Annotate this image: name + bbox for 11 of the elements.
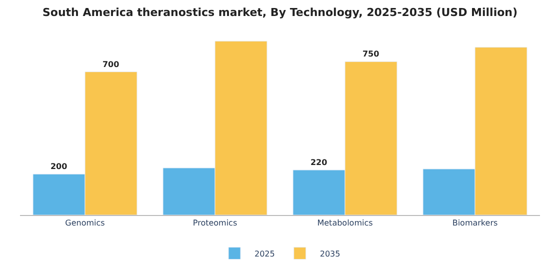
legend-label: 2025: [254, 249, 275, 258]
data-label: 750: [362, 50, 380, 59]
legend-label: 2035: [320, 249, 340, 258]
chart-title: South America theranostics market, By Technology, 2025-2035 (USD Million): [42, 6, 518, 20]
data-label: 220: [310, 158, 328, 167]
x-tick-label: Biomarkers: [452, 218, 498, 228]
data-label: 200: [50, 162, 68, 172]
data-label: 700: [102, 60, 120, 69]
x-tick-label: Proteomics: [192, 218, 238, 228]
x-tick-label: Genomics: [65, 218, 105, 228]
x-tick-label: Metabolomics: [317, 218, 373, 228]
